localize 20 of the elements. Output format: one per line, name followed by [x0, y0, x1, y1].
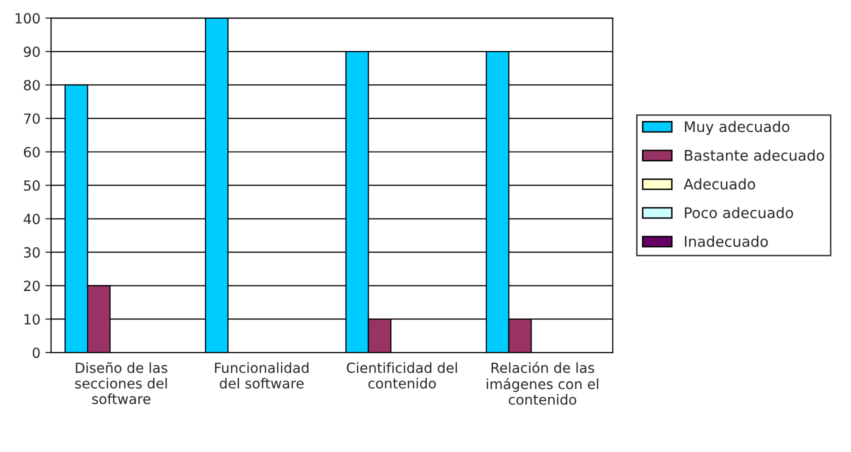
y-tick-label: 30 [24, 247, 40, 258]
y-tick-label: 50 [24, 180, 40, 191]
x-tick-label: Cientificidad del contenido [346, 362, 457, 389]
y-tick-label: 100 [16, 13, 40, 24]
y-tick-label: 70 [24, 113, 40, 124]
legend-label: Poco adecuado [684, 206, 794, 218]
y-tick-label: 80 [24, 80, 40, 90]
legend-label: Bastante adecuado [684, 150, 824, 161]
legend-label: Inadecuado [684, 236, 768, 247]
x-tick-label: Relación de las imágenes con el contenido [486, 362, 598, 405]
y-tick-label: 40 [24, 214, 40, 224]
y-tick-label: 10 [24, 314, 40, 325]
y-tick-label: 0 [32, 348, 40, 358]
y-tick-label: 60 [24, 146, 40, 158]
y-tick-label: 20 [24, 280, 40, 292]
legend-label: Muy adecuado [684, 120, 790, 135]
x-tick-label: Funcionalidad del software [215, 362, 308, 389]
y-tick-label: 90 [24, 46, 40, 57]
legend-label: Adecuado [684, 178, 756, 190]
x-tick-label: Diseño de las secciones del software [75, 362, 168, 404]
